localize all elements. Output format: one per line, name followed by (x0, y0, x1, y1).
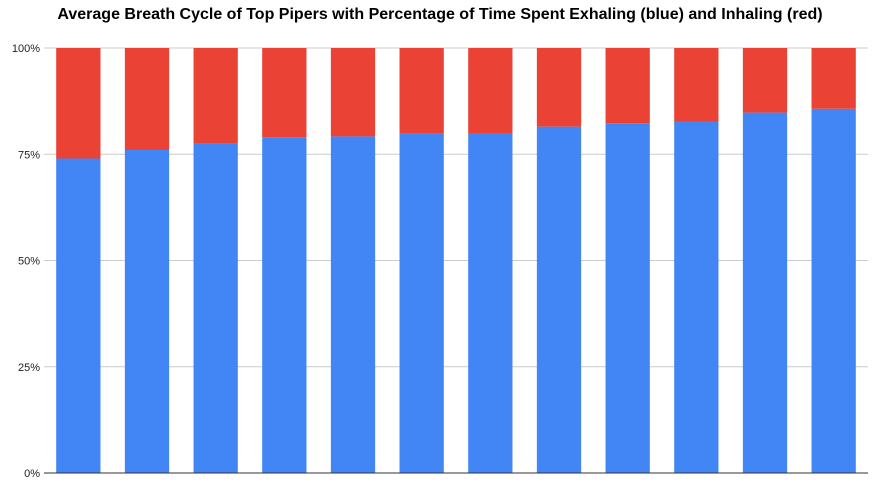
bar-inhaling (742, 48, 788, 113)
bar-exhaling (56, 158, 101, 473)
bar-inhaling (262, 48, 307, 138)
bar-exhaling (605, 123, 650, 473)
chart-title: Average Breath Cycle of Top Pipers with … (57, 6, 823, 23)
bar-inhaling (468, 48, 513, 133)
bar-inhaling (124, 48, 170, 150)
bar-inhaling (193, 48, 238, 144)
bar-inhaling (605, 48, 650, 124)
y-tick-label: 25% (18, 362, 40, 374)
y-tick-label: 50% (18, 256, 40, 268)
bar-exhaling (536, 126, 582, 474)
bar-exhaling (193, 143, 238, 474)
bar-inhaling (536, 48, 582, 127)
bar-inhaling (811, 48, 856, 109)
bar-exhaling (674, 121, 719, 474)
bar-exhaling (399, 133, 444, 473)
bar-inhaling (674, 48, 719, 122)
bar-inhaling (399, 48, 444, 134)
bar-inhaling (330, 48, 376, 137)
bar-exhaling (330, 136, 376, 473)
bar-exhaling (468, 133, 513, 473)
bar-exhaling (811, 108, 856, 473)
bar-exhaling (124, 150, 170, 473)
bar-group (56, 48, 856, 474)
bar-exhaling (742, 112, 788, 473)
gridlines (44, 47, 868, 368)
y-tick-label: 100% (12, 43, 40, 55)
y-tick-label: 75% (18, 149, 40, 161)
y-axis: 0% 25% 50% 75% 100% (12, 43, 40, 480)
bar-exhaling (262, 137, 307, 473)
bar-inhaling (56, 48, 101, 159)
y-tick-label: 0% (24, 468, 40, 480)
